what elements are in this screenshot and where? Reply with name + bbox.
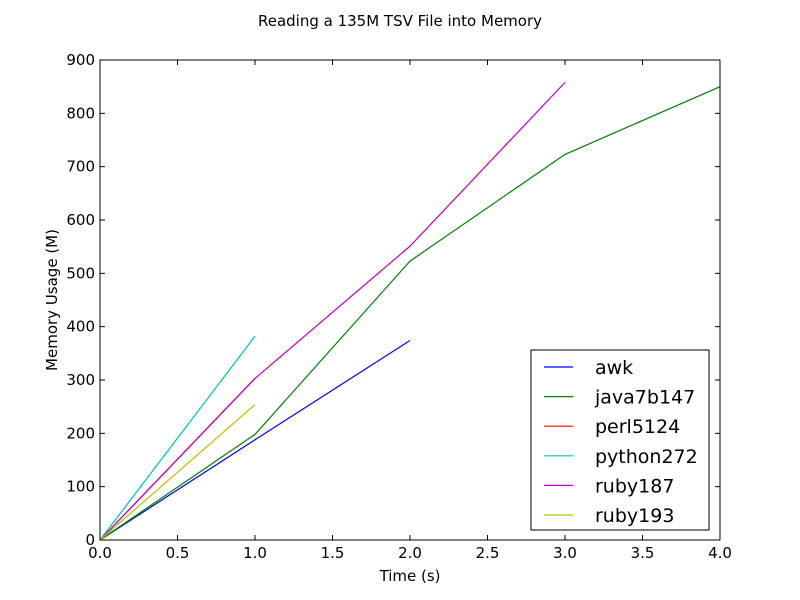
y-tick-label: 700 [66,158,95,176]
y-tick-label: 0 [85,531,95,549]
series-line-ruby193 [99,404,256,541]
x-tick-label: 1.0 [243,544,267,562]
y-tick-label: 100 [66,478,95,496]
x-tick-label: 3.0 [553,544,577,562]
legend-entry-perl5124: perl5124 [595,416,680,438]
series-layer [99,81,721,541]
x-tick-label: 4.0 [708,544,732,562]
legend-entry-ruby193: ruby193 [595,505,674,527]
series-line-ruby187 [99,81,566,541]
y-tick-label: 900 [66,51,95,69]
legend-entry-ruby187: ruby187 [595,475,674,497]
y-tick-label: 600 [66,211,95,229]
series-line-python272 [99,335,256,541]
legend-entry-java7b147: java7b147 [594,387,695,409]
chart-title: Reading a 135M TSV File into Memory [258,12,542,30]
ticks-layer: 0.0 0.5 1.0 1.5 2.0 2.5 3.0 3.5 4.0 0 100 200 300 400… [66,51,732,562]
legend: awk java7b147 perl5124 python272 ruby187 ruby… [530,349,710,531]
legend-frame [530,349,710,531]
x-tick-label: 3.5 [631,544,655,562]
x-tick-label: 2.5 [476,544,500,562]
y-tick-label: 200 [66,424,95,442]
y-tick-label: 800 [66,104,95,122]
x-tick-label: 2.0 [398,544,422,562]
x-tick-label: 0.0 [88,544,112,562]
x-axis-label: Time (s) [379,567,441,585]
y-axis-label: Memory Usage (M) [43,229,61,371]
y-tick-label: 500 [66,264,95,282]
legend-entry-python272: python272 [595,446,698,468]
x-tick-label: 0.5 [166,544,190,562]
y-tick-label: 400 [66,318,95,336]
x-tick-label: 1.5 [321,544,345,562]
legend-entry-awk: awk [595,357,633,379]
y-tick-label: 300 [66,371,95,389]
series-line-java7b147 [99,86,721,541]
series-line-awk [99,340,411,541]
